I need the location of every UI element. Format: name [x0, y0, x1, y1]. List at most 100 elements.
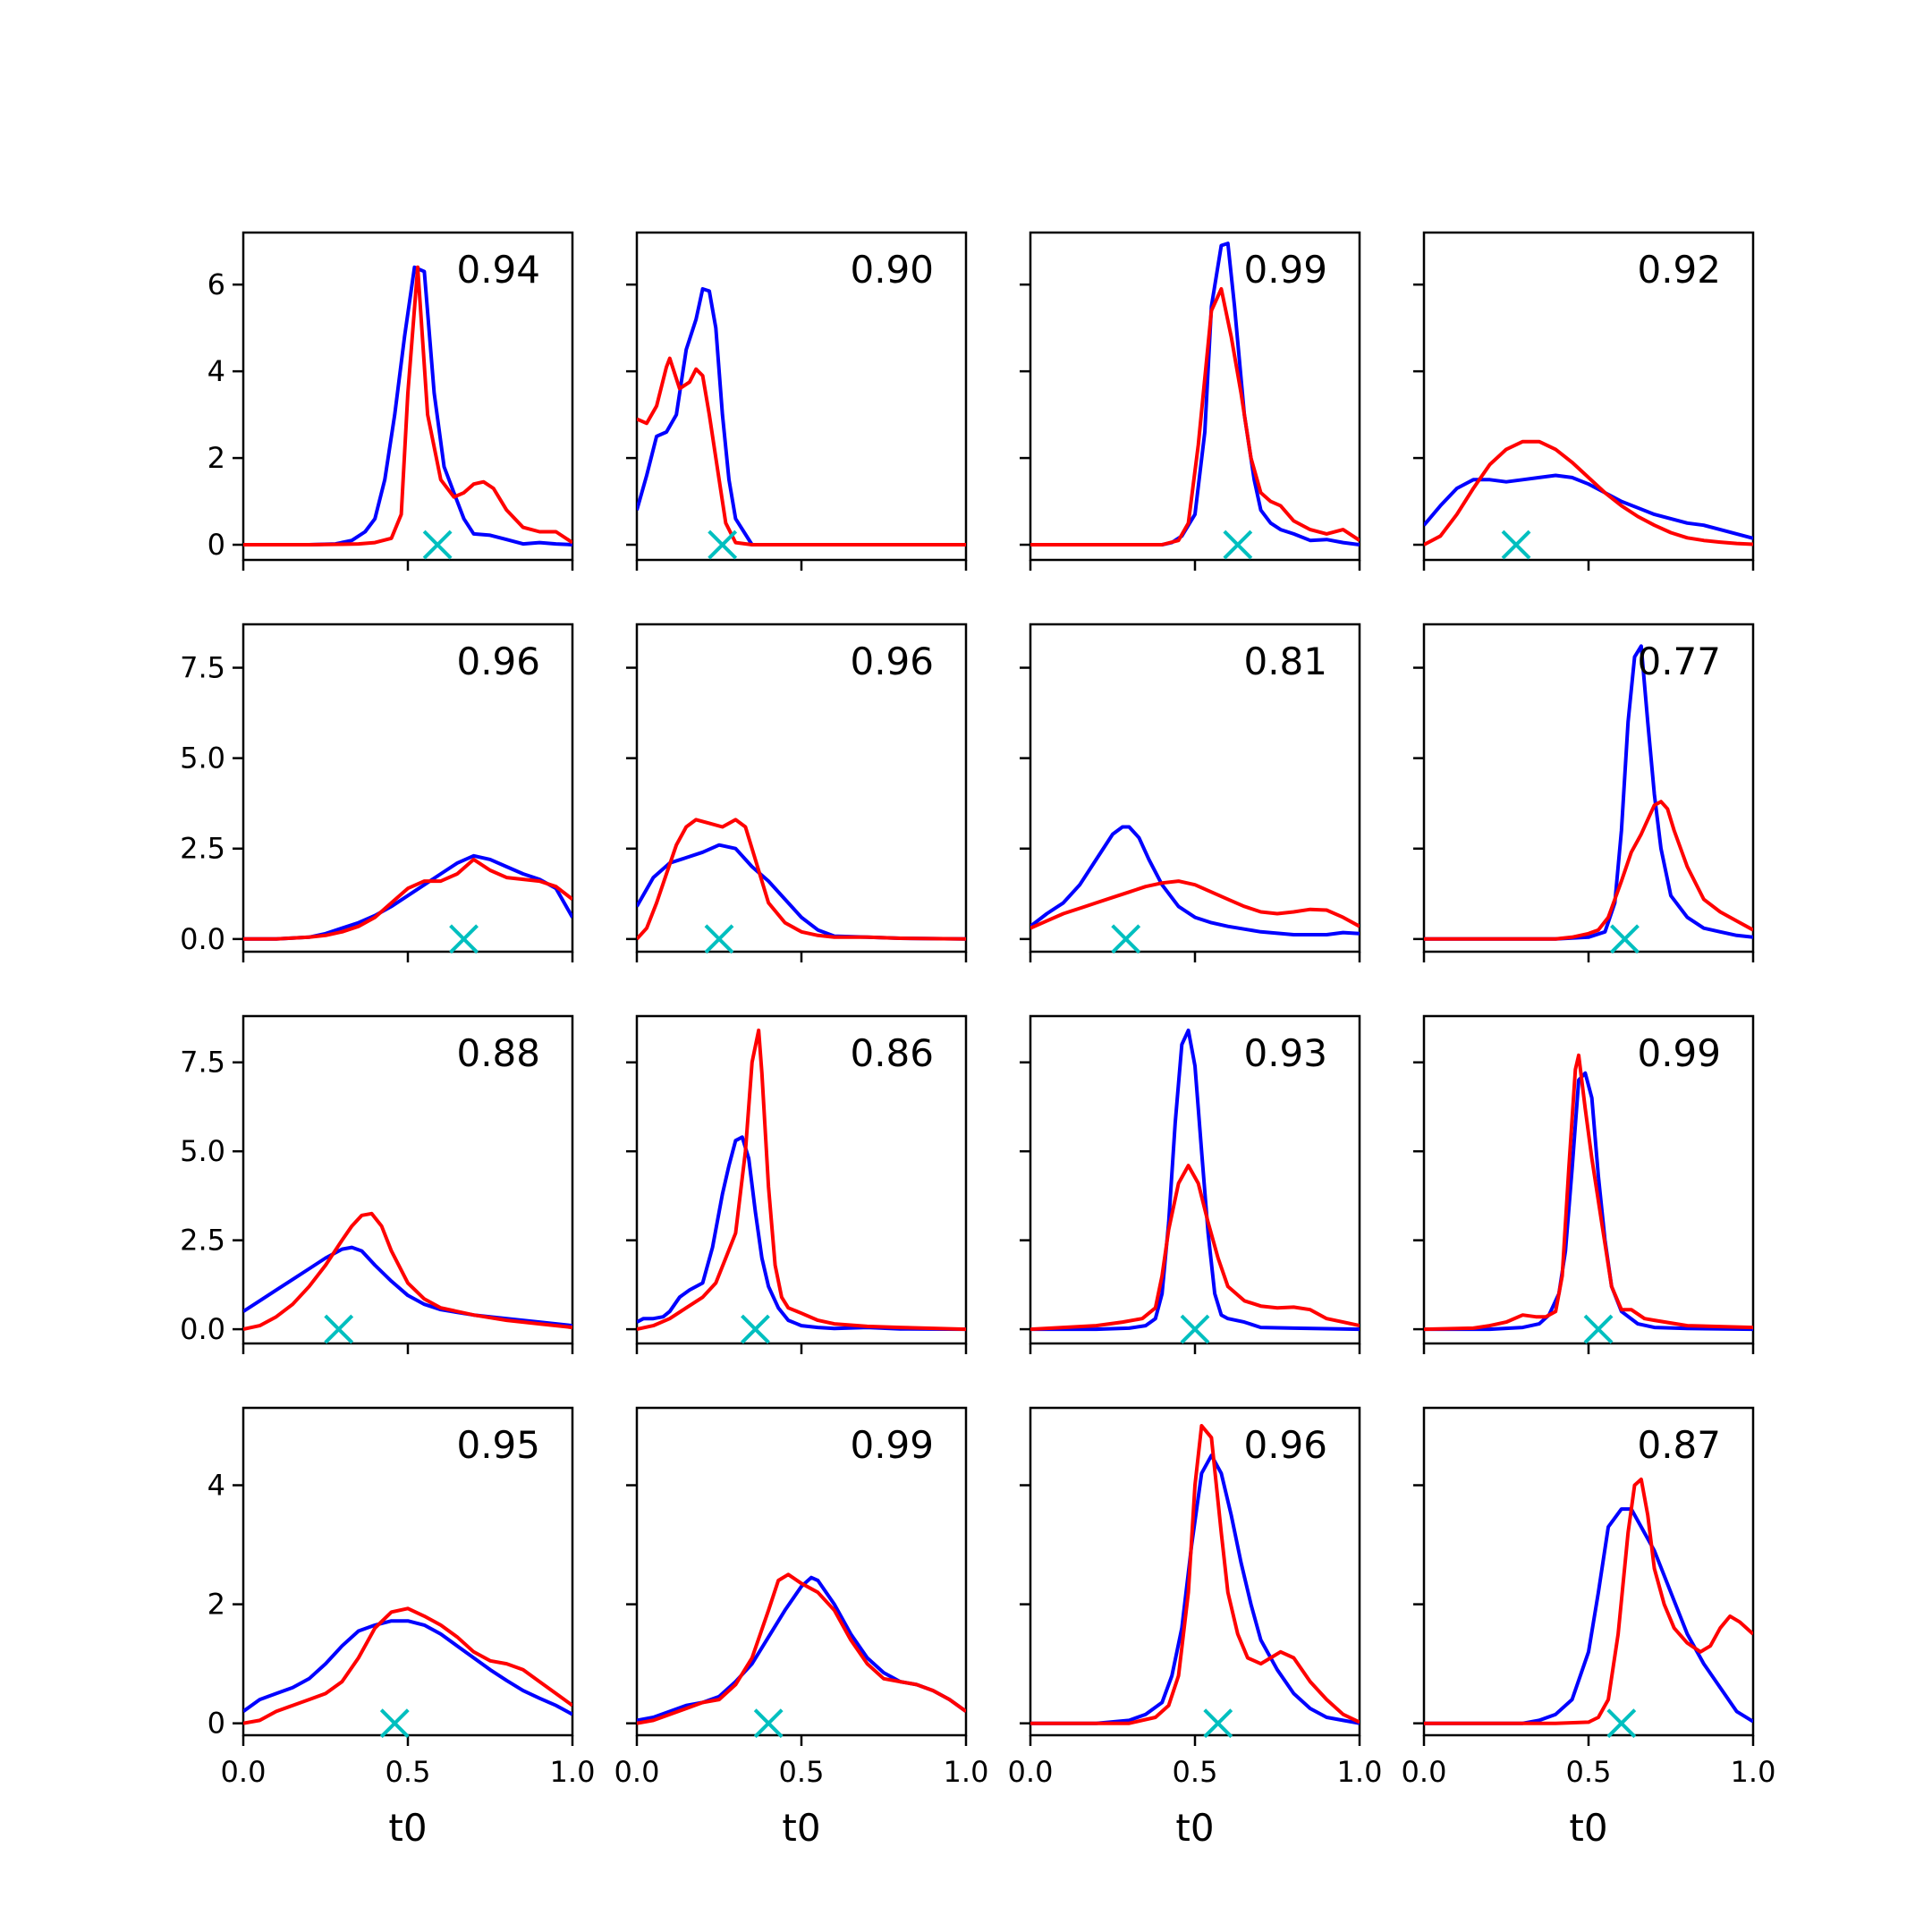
x-tick-label: 0.5	[1173, 1755, 1218, 1789]
series-red-line	[637, 356, 966, 547]
series-red-line	[1030, 1424, 1360, 1725]
subplot-annotation: 0.96	[456, 640, 540, 683]
y-tick-label: 5.0	[180, 1134, 225, 1168]
y-tick-label: 2.5	[180, 832, 225, 866]
series-blue-line	[1030, 825, 1360, 936]
x-marker	[1610, 924, 1640, 954]
x-marker	[741, 1314, 770, 1344]
series-red-line	[1424, 800, 1753, 941]
subplot: 0.0 0.5 1.0 t0 0.96	[1008, 1406, 1383, 1850]
subplot-annotation: 0.99	[1637, 1031, 1721, 1075]
series-blue-line	[637, 1575, 966, 1723]
x-tick-label: 0.0	[614, 1755, 660, 1789]
subplot-annotation: 0.87	[1637, 1423, 1721, 1467]
subplot-annotation: 0.92	[1637, 248, 1721, 292]
subplot: 0.0 2.5 5.0 7.5 0.88	[180, 1014, 574, 1354]
series-blue-line	[637, 287, 966, 547]
series-blue-line	[1424, 473, 1753, 540]
series-red-line	[243, 265, 572, 547]
y-tick-label: 4	[208, 354, 225, 388]
x-axis-label: t0	[782, 1806, 820, 1850]
series-red-line	[637, 1028, 966, 1332]
subplot-annotation: 0.96	[1243, 1423, 1327, 1467]
x-marker	[449, 924, 479, 954]
x-marker	[708, 530, 738, 560]
x-tick-label: 0.5	[779, 1755, 825, 1789]
x-marker	[1583, 1314, 1614, 1344]
x-marker	[379, 1708, 410, 1739]
series-blue-line	[243, 1619, 572, 1716]
x-tick-label: 0.5	[1566, 1755, 1612, 1789]
series-red-line	[243, 1211, 572, 1332]
x-axis-label: t0	[1175, 1806, 1214, 1850]
subplot: 0.99	[1020, 231, 1361, 571]
subplot: 0.96	[626, 623, 968, 962]
x-axis-label: t0	[1569, 1806, 1607, 1850]
subplot-annotation: 0.95	[456, 1423, 540, 1467]
x-marker	[422, 530, 453, 560]
x-tick-label: 0.0	[1402, 1755, 1447, 1789]
series-red-line	[637, 1572, 966, 1725]
x-tick-label: 1.0	[944, 1755, 989, 1789]
x-marker	[1606, 1708, 1637, 1739]
x-tick-label: 1.0	[1337, 1755, 1383, 1789]
y-tick-label: 5.0	[180, 741, 225, 775]
subplot-annotation: 0.94	[456, 248, 540, 292]
x-axis-label: t0	[388, 1806, 427, 1850]
series-blue-line	[637, 843, 966, 941]
y-tick-label: 2	[208, 441, 225, 475]
series-blue-line	[1030, 1028, 1360, 1332]
x-tick-label: 1.0	[1731, 1755, 1776, 1789]
subplot: 0.77	[1413, 623, 1755, 962]
subplot: 0.90	[626, 231, 968, 571]
subplot-annotation: 0.86	[850, 1031, 934, 1075]
series-red-line	[1424, 1477, 1753, 1725]
subplot-annotation: 0.90	[850, 248, 934, 292]
series-blue-line	[243, 265, 572, 547]
y-tick-label: 0.0	[180, 922, 225, 956]
y-tick-label: 4	[208, 1469, 225, 1503]
y-tick-label: 2.5	[180, 1224, 225, 1258]
x-tick-label: 0.5	[386, 1755, 431, 1789]
series-blue-line	[1424, 1507, 1753, 1725]
subplot: 0.93	[1020, 1014, 1361, 1354]
series-red-line	[1030, 287, 1360, 547]
y-tick-label: 7.5	[180, 1046, 225, 1080]
subplot: 0.81	[1020, 623, 1361, 962]
x-marker	[1180, 1314, 1210, 1344]
subplot: 0.99	[1413, 1014, 1755, 1354]
subplot: 0.92	[1413, 231, 1755, 571]
subplot-annotation: 0.99	[1243, 248, 1327, 292]
series-blue-line	[1030, 1453, 1360, 1725]
subplot: 0.0 0.5 1.0 t0 0.99	[614, 1406, 989, 1850]
y-tick-label: 7.5	[180, 651, 225, 685]
series-blue-line	[243, 853, 572, 941]
x-tick-label: 1.0	[550, 1755, 596, 1789]
subplot: 0.86	[626, 1014, 968, 1354]
subplot-annotation: 0.99	[850, 1423, 934, 1467]
y-tick-label: 6	[208, 267, 225, 301]
x-tick-label: 0.0	[1008, 1755, 1054, 1789]
series-red-line	[1030, 1164, 1360, 1332]
series-red-line	[1424, 1053, 1753, 1332]
x-marker	[324, 1314, 354, 1344]
subplot: 0.0 0.5 1.0 t0 0.87	[1402, 1406, 1776, 1850]
x-marker	[1501, 530, 1531, 560]
subplot-annotation: 0.93	[1243, 1031, 1327, 1075]
y-tick-label: 2	[208, 1588, 225, 1622]
series-red-line	[1030, 879, 1360, 930]
subplot-annotation: 0.81	[1243, 640, 1327, 683]
y-tick-label: 0	[208, 1707, 225, 1741]
x-marker	[1203, 1708, 1233, 1739]
subplot-annotation: 0.77	[1637, 640, 1721, 683]
y-tick-label: 0.0	[180, 1312, 225, 1346]
subplot: 0 2 4 6 0.94	[208, 231, 574, 571]
series-red-line	[243, 857, 572, 941]
subplot-annotation: 0.96	[850, 640, 934, 683]
series-blue-line	[637, 1135, 966, 1332]
x-marker	[1111, 924, 1141, 954]
series-red-line	[637, 818, 966, 941]
y-tick-label: 0	[208, 528, 225, 562]
subplot-annotation: 0.88	[456, 1031, 540, 1075]
